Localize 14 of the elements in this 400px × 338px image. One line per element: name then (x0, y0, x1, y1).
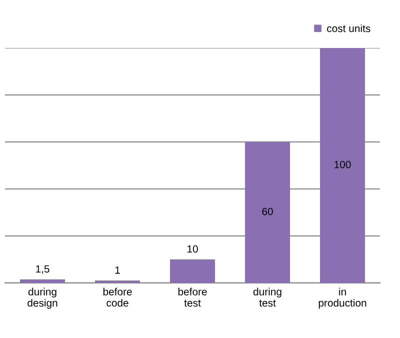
bar (170, 259, 215, 283)
bar (320, 48, 365, 283)
data-label: 60 (262, 208, 273, 216)
x-tick-label: before code (103, 288, 132, 307)
x-tick-label: before test (178, 288, 207, 307)
data-label: 1,5 (36, 265, 50, 274)
bar (245, 142, 290, 283)
x-tick-label: in production (318, 288, 366, 309)
data-label: 1 (115, 266, 120, 274)
data-label: 10 (188, 245, 198, 253)
data-label: 100 (334, 160, 351, 168)
x-tick-label: during design (28, 288, 58, 309)
legend-label: cost units (327, 24, 370, 32)
x-tick-label: during test (253, 288, 282, 307)
